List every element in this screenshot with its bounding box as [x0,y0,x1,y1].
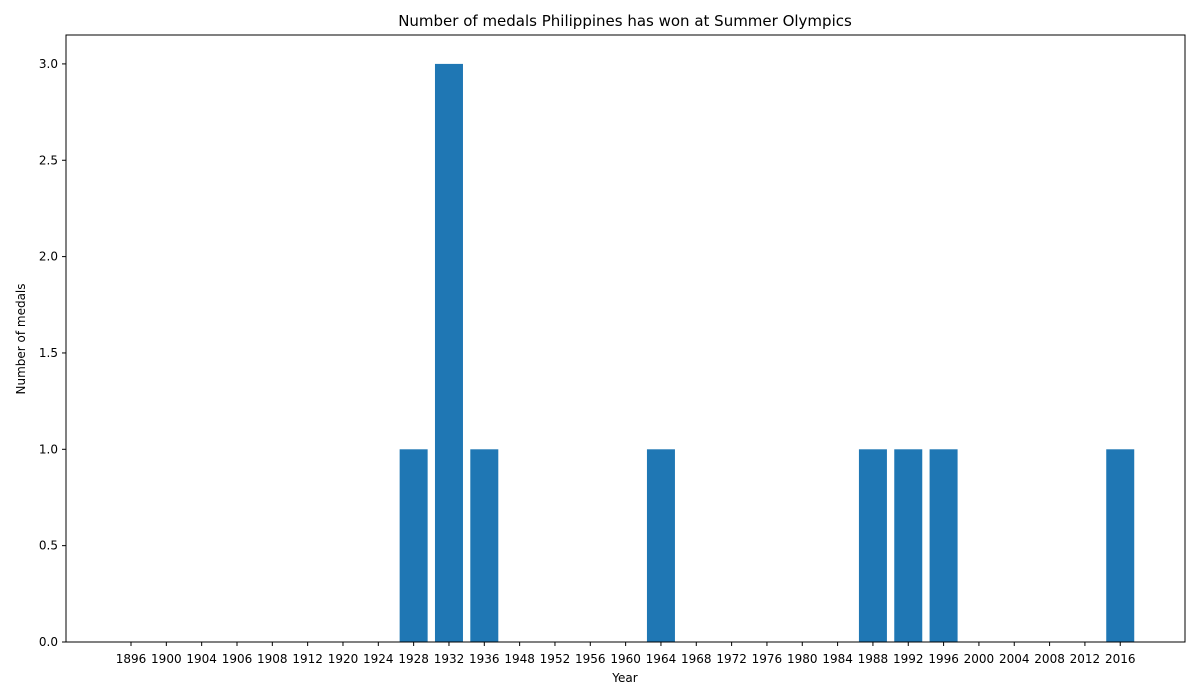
y-tick-label-1.5: 1.5 [39,346,58,360]
x-tick-label-1920: 1920 [328,652,359,666]
y-tick-label-3.0: 3.0 [39,57,58,71]
bar-1964 [646,449,675,642]
x-tick-label-1980: 1980 [787,652,818,666]
x-tick-label-2016: 2016 [1105,652,1136,666]
x-tick-label-1924: 1924 [363,652,394,666]
x-axis: 1896 1900 1904 1906 1908 1912 1920 1924 1928 1932… [116,642,1136,666]
x-tick-label-1948: 1948 [504,652,535,666]
x-tick-label-1908: 1908 [257,652,288,666]
x-tick-label-1900: 1900 [151,652,182,666]
bar-1936 [470,449,499,642]
x-tick-label-1932: 1932 [434,652,465,666]
x-tick-label-1956: 1956 [575,652,606,666]
y-tick-label-0.0: 0.0 [39,635,58,649]
x-tick-label-1964: 1964 [646,652,677,666]
bar-1988 [858,449,887,642]
y-tick-label-2.5: 2.5 [39,153,58,167]
y-axis-label: Number of medals [14,283,28,394]
chart-title: Number of medals Philippines has won at … [398,12,852,30]
x-tick-label-1960: 1960 [610,652,641,666]
bar-1932 [434,63,463,642]
y-tick-label-1.0: 1.0 [39,442,58,456]
bar-1992 [894,449,923,642]
plot-frame [65,34,1186,643]
x-tick-label-1972: 1972 [716,652,747,666]
x-tick-label-1904: 1904 [186,652,217,666]
x-tick-label-1996: 1996 [928,652,959,666]
x-tick-label-1988: 1988 [858,652,889,666]
bar-2016 [1106,449,1135,642]
x-tick-label-1928: 1928 [398,652,429,666]
x-tick-label-1906: 1906 [222,652,253,666]
x-tick-label-1984: 1984 [822,652,853,666]
x-tick-label-1936: 1936 [469,652,500,666]
x-tick-label-2012: 2012 [1070,652,1101,666]
y-tick-label-2.0: 2.0 [39,250,58,264]
x-tick-label-2008: 2008 [1034,652,1065,666]
bar-1996 [929,449,958,642]
x-axis-label: Year [611,671,637,685]
bars-group [399,63,1135,642]
x-tick-label-2004: 2004 [999,652,1030,666]
x-tick-label-1976: 1976 [752,652,783,666]
x-tick-label-2000: 2000 [964,652,995,666]
y-axis: 0.0 0.5 1.0 1.5 2.0 2.5 3.0 [39,57,66,649]
x-tick-label-1968: 1968 [681,652,712,666]
x-tick-label-1912: 1912 [292,652,323,666]
x-tick-label-1992: 1992 [893,652,924,666]
y-tick-label-0.5: 0.5 [39,539,58,553]
x-tick-label-1896: 1896 [116,652,147,666]
x-tick-label-1952: 1952 [540,652,571,666]
bar-1928 [399,449,428,642]
